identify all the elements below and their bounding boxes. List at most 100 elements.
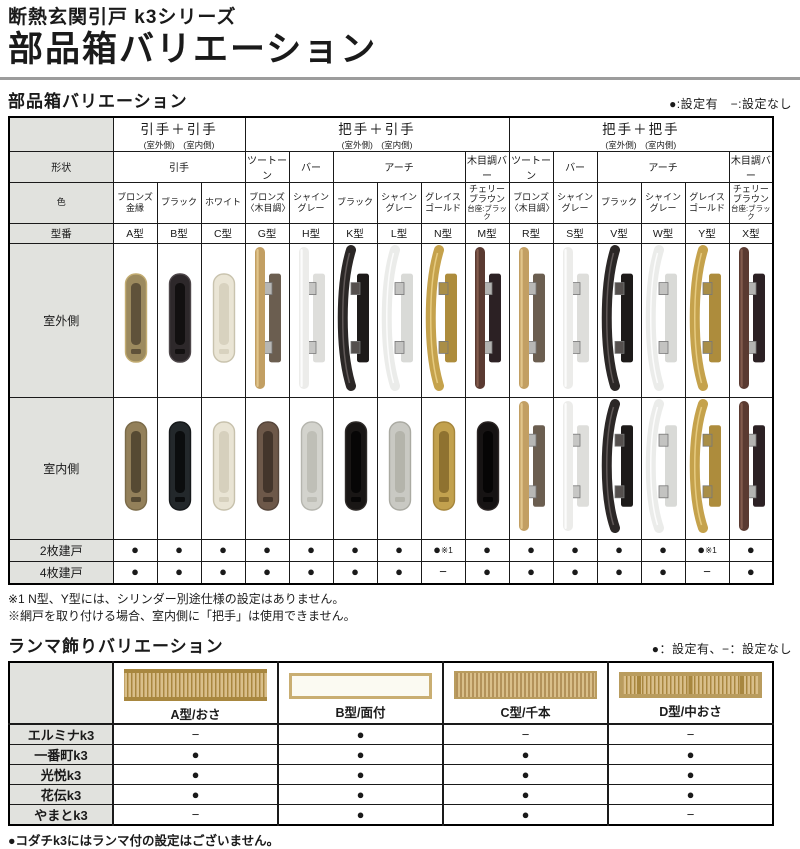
row-label-two-panel: 2枚建戸 xyxy=(8,538,114,562)
section2-header: ランマ飾りバリエーション ●：設定有、−：設定なし xyxy=(8,632,792,657)
outdoor-handle-cell xyxy=(332,242,378,398)
model-cell: V型 xyxy=(596,222,642,244)
handle-graphic xyxy=(212,420,235,511)
color-cell: グレイスゴールド xyxy=(684,181,730,224)
shape-cell: 木目調バー xyxy=(728,150,774,183)
ranma-graphic-osa xyxy=(124,669,267,702)
ranma-graphic-mentsuke xyxy=(289,673,432,700)
handle-graphic xyxy=(689,244,721,391)
availability-mark: ● xyxy=(351,542,359,558)
handle-graphic xyxy=(300,420,323,511)
availability-cell: ● xyxy=(156,538,202,562)
availability-dot: ● xyxy=(697,542,706,558)
series-row-label: 光悦k3 xyxy=(8,764,114,786)
ranma-availability-cell: − xyxy=(607,804,774,826)
corner-cell xyxy=(8,116,114,152)
availability-mark: − xyxy=(191,727,200,743)
indoor-handle-cell xyxy=(684,396,730,540)
availability-cell: ● xyxy=(508,538,554,562)
availability-mark: ● xyxy=(263,542,271,558)
group-title: 把手＋把手 xyxy=(602,121,680,137)
outdoor-handle-cell xyxy=(464,242,510,398)
indoor-handle-cell xyxy=(420,396,466,540)
color-cell: グレイスゴールド xyxy=(420,181,466,224)
availability-mark: ● xyxy=(483,564,491,580)
availability-mark: ● xyxy=(527,564,535,580)
page-title: 部品箱バリエーション xyxy=(8,29,378,69)
ranma-table: A型/おさ B型/面付 C型/千本 D型/中おさ エルミナk3 − ● − − 一番町k3 ● ● ● ●… xyxy=(8,661,774,827)
ranma-header-0: A型/おさ xyxy=(112,661,279,726)
availability-mark: ● xyxy=(746,564,755,580)
outdoor-handle-cell xyxy=(420,242,466,398)
availability-mark: ● xyxy=(356,807,365,823)
row-label-indoor: 室内側 xyxy=(8,396,114,540)
ranma-availability-cell: − xyxy=(442,723,609,746)
ranma-availability-cell: ● xyxy=(277,804,444,826)
outdoor-handle-cell xyxy=(288,242,334,398)
shape-cell: バー xyxy=(552,150,598,183)
note-line: ※1 N型、Y型には、シリンダー別途仕様の設定はありません。 xyxy=(8,591,345,606)
availability-mark: ● xyxy=(395,564,403,580)
availability-mark: ● xyxy=(686,767,695,783)
row-label-shape: 形状 xyxy=(8,150,114,183)
page-header: 断熱玄関引戸 k3シリーズ 部品箱バリエーション xyxy=(0,0,800,69)
model-cell: H型 xyxy=(288,222,334,244)
availability-mark: ● xyxy=(191,787,200,803)
shape-cell: ツートーン xyxy=(508,150,554,183)
section2-legend: ●：設定有、−：設定なし xyxy=(651,642,792,657)
availability-mark: ● xyxy=(356,767,365,783)
handle-graphic xyxy=(474,246,501,389)
note-line: ※網戸を取り付ける場合、室内側に「把手」は使用できません。 xyxy=(8,608,356,623)
availability-mark: ● xyxy=(356,747,365,763)
availability-mark: ● xyxy=(307,564,315,580)
handle-graphic xyxy=(298,246,325,389)
indoor-handle-cell xyxy=(112,396,158,540)
handle-graphic xyxy=(388,420,411,511)
availability-mark: − xyxy=(686,727,695,743)
availability-cell: ● xyxy=(112,560,158,585)
availability-cell: ● xyxy=(596,560,642,585)
group-title: 引手＋引手 xyxy=(140,121,218,137)
color-cell: ブロンズ〈木目調〉 xyxy=(244,181,290,224)
shape-cell: 木目調バー xyxy=(464,150,510,183)
group-header-0: 引手＋引手 (室外側) (室内側) xyxy=(112,116,246,152)
group-header-2: 把手＋把手 (室外側) (室内側) xyxy=(508,116,774,152)
handle-graphic xyxy=(212,272,235,363)
indoor-handle-cell xyxy=(728,396,774,540)
outdoor-handle-cell xyxy=(112,242,158,398)
color-cell: シャイングレー xyxy=(640,181,686,224)
indoor-handle-cell xyxy=(200,396,246,540)
color-cell: ブロンズ金縁 xyxy=(112,181,158,224)
ranma-type-label: C型/千本 xyxy=(500,706,551,721)
availability-cell: ● xyxy=(288,538,334,562)
group-subtitle: (室外側) (室内側) xyxy=(143,139,215,150)
availability-mark: ● xyxy=(131,542,139,558)
handle-graphic xyxy=(344,420,367,511)
section1-notes: ※1 N型、Y型には、シリンダー別途仕様の設定はありません。 ※網戸を取り付ける… xyxy=(8,591,792,626)
handle-graphic xyxy=(337,244,369,391)
availability-cell: ● xyxy=(464,560,510,585)
availability-cell: ● xyxy=(332,560,378,585)
model-cell: B型 xyxy=(156,222,202,244)
ranma-header-1: B型/面付 xyxy=(277,661,444,726)
handle-graphic xyxy=(124,420,147,511)
handle-graphic xyxy=(432,420,455,511)
series-title: 断熱玄関引戸 k3シリーズ xyxy=(8,7,237,28)
handle-graphic xyxy=(124,272,147,363)
model-cell: X型 xyxy=(728,222,774,244)
color-cell: ブラック xyxy=(596,181,642,224)
color-cell: ブラック xyxy=(156,181,202,224)
indoor-handle-cell xyxy=(376,396,422,540)
model-cell: N型 xyxy=(420,222,466,244)
availability-mark: − xyxy=(439,564,447,580)
group-subtitle: (室外側) (室内側) xyxy=(341,139,413,150)
model-cell: W型 xyxy=(640,222,686,244)
handle-graphic xyxy=(601,244,633,391)
availability-mark: ● xyxy=(191,747,200,763)
availability-mark: ● xyxy=(307,542,315,558)
availability-cell: ● xyxy=(376,538,422,562)
availability-cell: − xyxy=(684,560,730,585)
handle-graphic xyxy=(562,246,589,389)
color-note: 台座:ブラック xyxy=(467,204,507,222)
availability-mark: ● xyxy=(521,807,530,823)
